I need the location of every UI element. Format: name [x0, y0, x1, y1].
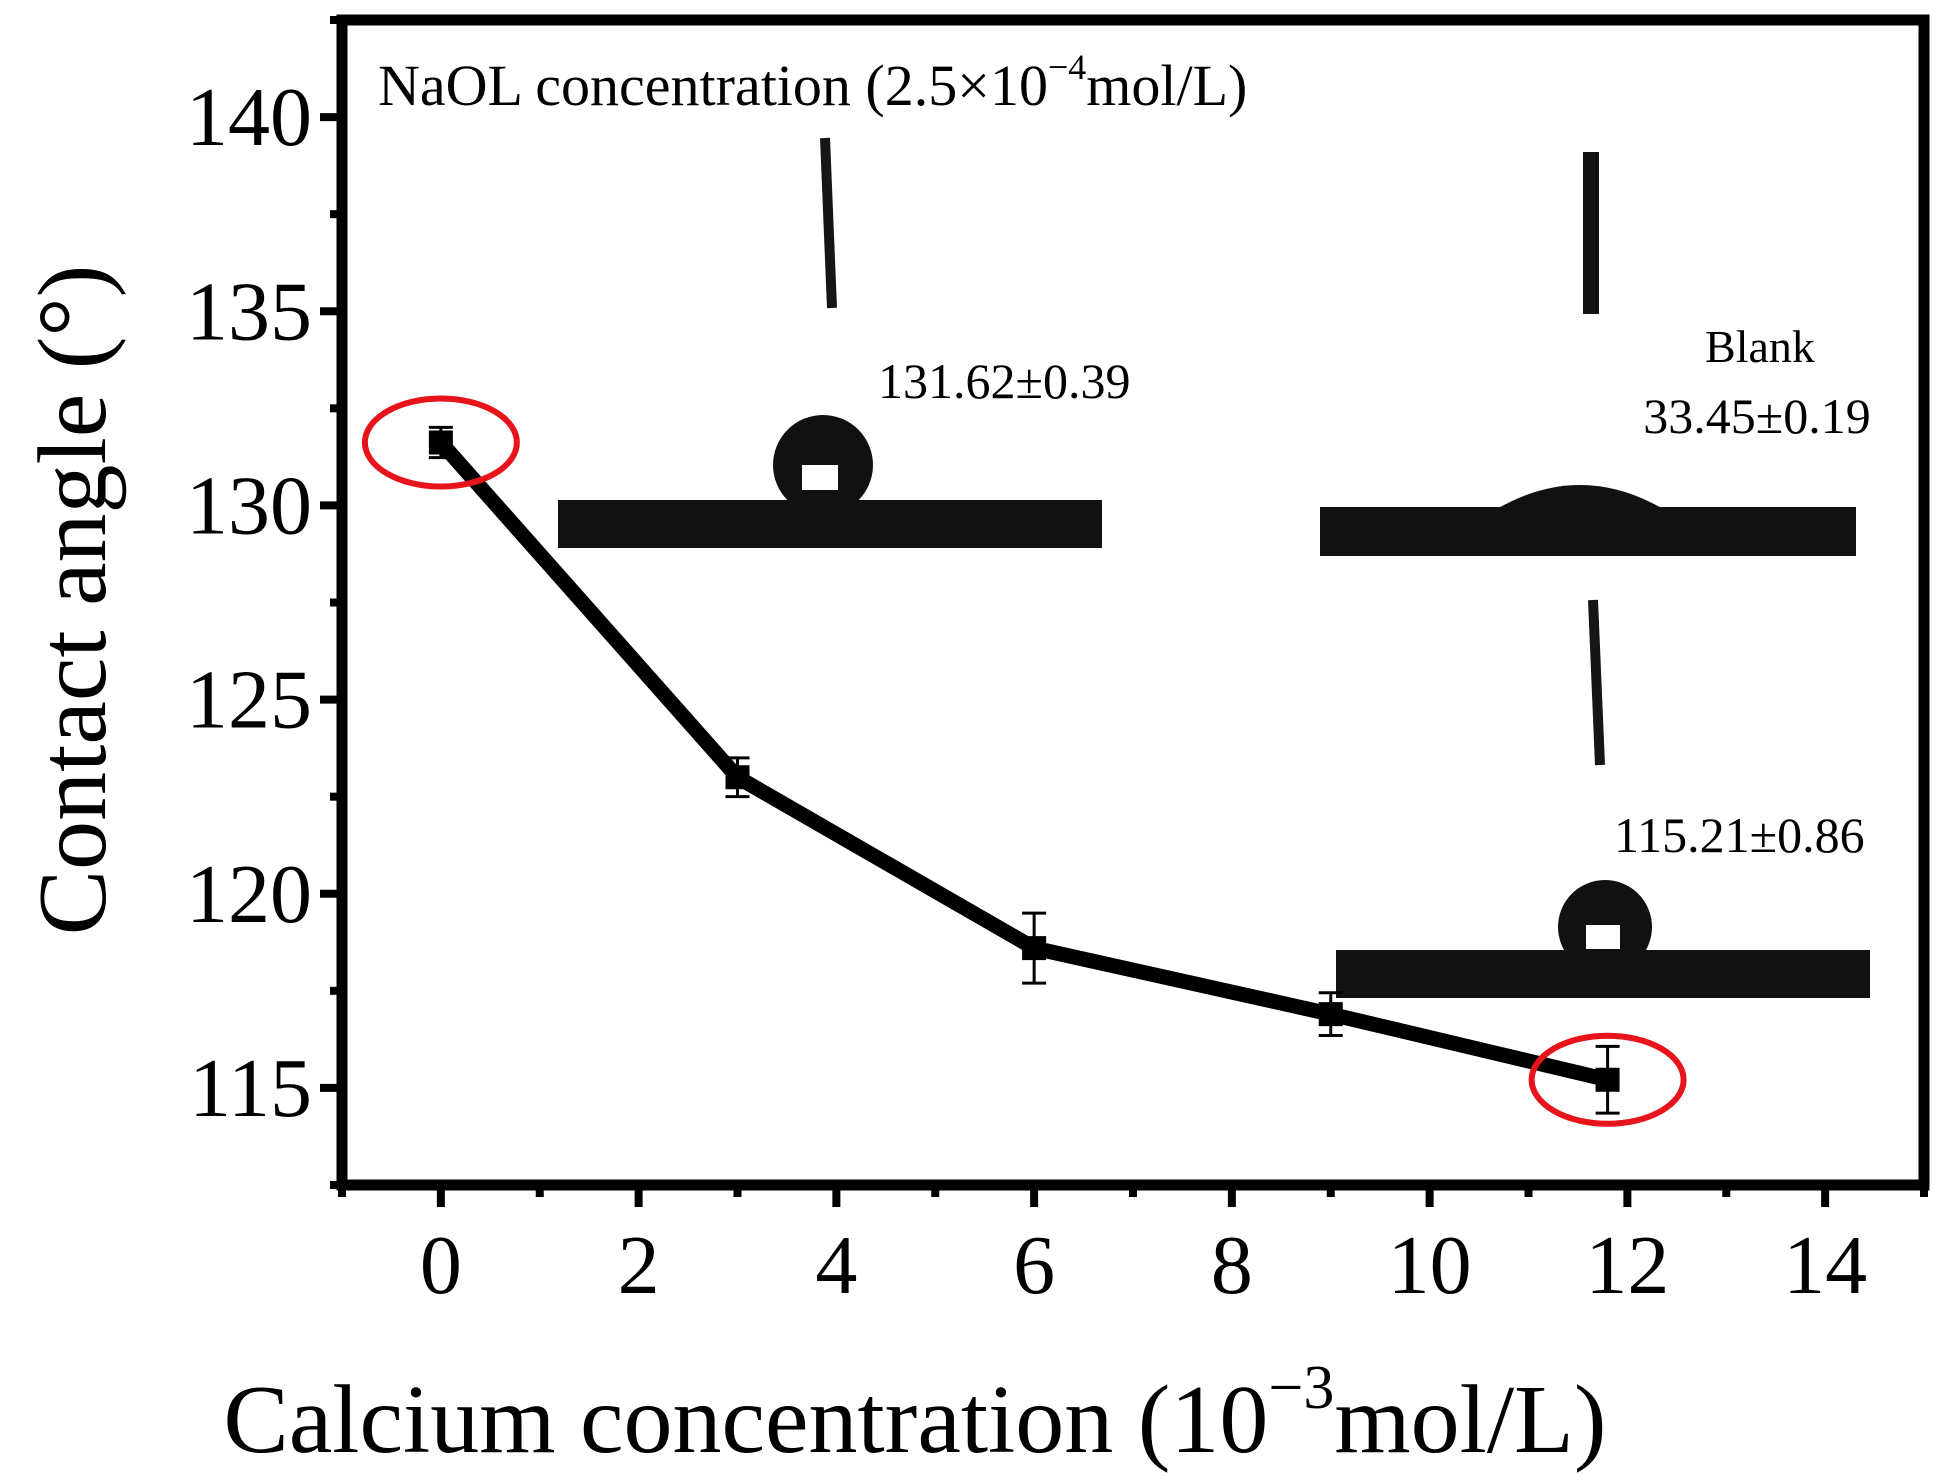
x-tick-label-8: 8 — [1211, 1219, 1253, 1312]
x-tick-label-2: 2 — [618, 1219, 660, 1312]
data-point — [1318, 1002, 1343, 1027]
y-axis-title: Contact angle (°) — [19, 265, 127, 936]
y-tick-label-130: 130 — [186, 459, 312, 552]
x-tick-label-14: 14 — [1783, 1219, 1867, 1312]
y-tick-label-135: 135 — [186, 265, 312, 358]
droplet-inset-first — [558, 137, 1102, 548]
data-point — [1022, 936, 1047, 961]
data-layer — [361, 395, 1687, 1127]
droplet-highlight — [802, 465, 838, 490]
x-tick-label-0: 0 — [420, 1219, 462, 1312]
data-point — [1595, 1067, 1620, 1092]
droplet-inset-blank — [1320, 152, 1856, 556]
last-value-label: 115.21±0.86 — [1614, 807, 1865, 863]
y-tick-label-125: 125 — [186, 654, 312, 747]
axes: 0 2 4 6 8 10 12 14 115 120 125 130 135 140 — [186, 16, 1928, 1312]
needle — [1583, 152, 1599, 314]
droplet — [1495, 485, 1665, 510]
data-point — [725, 765, 750, 790]
first-value-label: 131.62±0.39 — [878, 353, 1130, 409]
droplet-inset-last — [1336, 599, 1870, 998]
y-tick-label-140: 140 — [186, 71, 312, 164]
x-tick-label-10: 10 — [1388, 1219, 1472, 1312]
x-tick-label-6: 6 — [1013, 1219, 1055, 1312]
x-tick-label-4: 4 — [815, 1219, 857, 1312]
needle — [1588, 599, 1605, 766]
droplet-highlight — [1586, 925, 1620, 949]
data-point — [428, 430, 453, 455]
condition-annotation: NaOL concentration (2.5×10−4mol/L) — [378, 47, 1247, 118]
blank-label: Blank — [1705, 321, 1815, 372]
highlight-ellipse — [361, 395, 520, 490]
highlight-ellipse — [1528, 1032, 1687, 1127]
blank-value-label: 33.45±0.19 — [1643, 388, 1870, 444]
y-tick-label-120: 120 — [186, 848, 312, 941]
substrate — [1320, 507, 1856, 556]
x-axis-title: Calcium concentration (10−3mol/L) — [223, 1354, 1606, 1474]
needle — [820, 137, 837, 309]
x-tick-label-12: 12 — [1585, 1219, 1669, 1312]
y-tick-label-115: 115 — [189, 1042, 312, 1135]
